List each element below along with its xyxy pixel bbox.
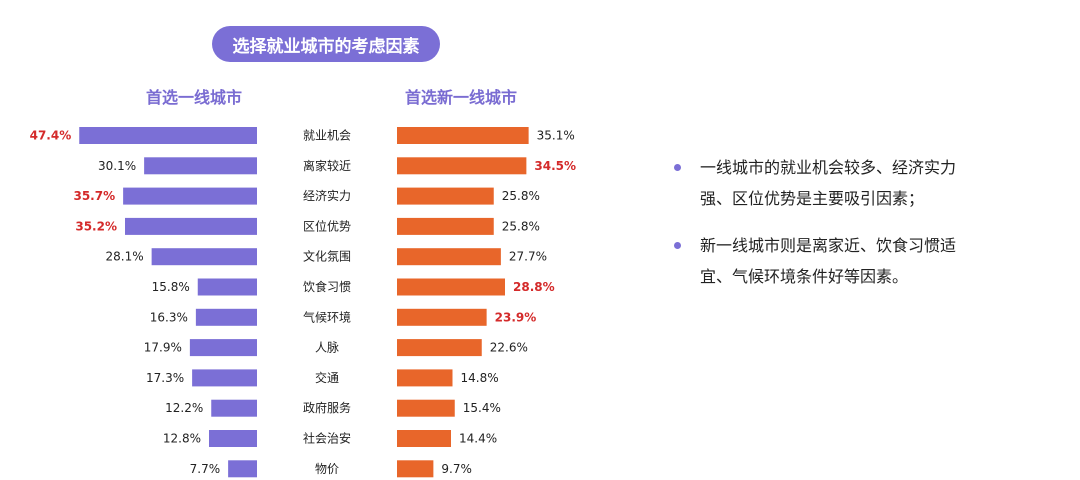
bar-left-0 <box>79 127 257 144</box>
category-label-3: 区位优势 <box>303 218 351 233</box>
bar-left-7 <box>189 339 257 357</box>
bar-left-11 <box>228 460 257 478</box>
bar-right-5 <box>397 278 505 296</box>
category-label-9: 政府服务 <box>303 400 351 415</box>
value-label-right-11: 9.7% <box>441 462 472 476</box>
bar-left-4 <box>151 248 257 266</box>
category-label-8: 交通 <box>315 370 339 385</box>
category-label-1: 离家较近 <box>303 158 351 173</box>
chart-title: 选择就业城市的考虑因素 <box>232 36 420 57</box>
bar-left-5 <box>197 278 257 296</box>
value-label-left-0: 47.4% <box>30 129 72 143</box>
value-label-right-6: 23.9% <box>495 310 537 324</box>
bar-left-9 <box>211 399 257 417</box>
value-label-right-4: 27.7% <box>509 250 547 264</box>
bar-left-10 <box>209 430 257 447</box>
bar-left-3 <box>125 217 257 235</box>
value-label-left-2: 35.7% <box>73 189 115 203</box>
category-label-11: 物价 <box>315 462 339 476</box>
value-label-right-9: 15.4% <box>463 401 501 415</box>
note-text: 新一线城市则是离家近、饮食习惯适宜、气候环境条件好等因素。 <box>700 236 957 286</box>
bar-left-8 <box>192 369 257 387</box>
value-label-right-1: 34.5% <box>534 159 576 173</box>
value-label-right-5: 28.8% <box>513 280 555 294</box>
bar-left-6 <box>195 308 257 326</box>
notes-list: 一线城市的就业机会较多、经济实力强、区位优势是主要吸引因素； 新一线城市则是离家… <box>672 152 972 292</box>
value-label-right-0: 35.1% <box>537 129 575 143</box>
bullet-dot-icon <box>674 242 681 249</box>
category-label-2: 经济实力 <box>303 188 351 203</box>
value-label-left-3: 35.2% <box>75 219 117 233</box>
bar-right-3 <box>397 217 494 235</box>
value-label-left-5: 15.8% <box>152 280 190 294</box>
value-label-left-6: 16.3% <box>150 310 188 324</box>
value-label-left-1: 30.1% <box>98 159 136 173</box>
category-label-10: 社会治安 <box>303 431 351 446</box>
bar-right-11 <box>397 460 434 478</box>
value-label-right-10: 14.4% <box>459 432 497 446</box>
bar-right-0 <box>397 127 529 144</box>
note-text: 一线城市的就业机会较多、经济实力强、区位优势是主要吸引因素； <box>700 158 957 208</box>
value-label-right-7: 22.6% <box>490 341 528 355</box>
bar-right-10 <box>397 430 451 447</box>
category-label-5: 饮食习惯 <box>303 279 351 294</box>
right-group-title: 首选新一线城市 <box>405 88 518 107</box>
bar-right-2 <box>397 187 494 205</box>
value-label-left-4: 28.1% <box>106 250 144 264</box>
bar-right-6 <box>397 308 487 326</box>
value-label-right-2: 25.8% <box>502 189 540 203</box>
note-item: 新一线城市则是离家近、饮食习惯适宜、气候环境条件好等因素。 <box>672 230 972 292</box>
value-label-right-8: 14.8% <box>461 371 499 385</box>
bullet-dot-icon <box>674 164 681 171</box>
value-label-left-7: 17.9% <box>144 341 182 355</box>
value-label-right-3: 25.8% <box>502 219 540 233</box>
chart-title-pill: 选择就业城市的考虑因素 <box>212 26 440 62</box>
value-label-left-11: 7.7% <box>190 462 221 476</box>
left-group-title: 首选一线城市 <box>146 88 243 107</box>
bar-left-2 <box>123 187 257 205</box>
bar-right-7 <box>397 339 482 357</box>
category-label-0: 就业机会 <box>303 129 351 143</box>
category-label-6: 气候环境 <box>303 309 351 324</box>
category-label-7: 人脉 <box>315 340 339 355</box>
note-item: 一线城市的就业机会较多、经济实力强、区位优势是主要吸引因素； <box>672 152 972 214</box>
bar-right-4 <box>397 248 501 266</box>
category-label-4: 文化氛围 <box>303 249 351 264</box>
value-label-left-10: 12.8% <box>163 432 201 446</box>
bar-left-1 <box>144 157 257 175</box>
value-label-left-9: 12.2% <box>165 401 203 415</box>
butterfly-bar-chart: 47.4% 就业机会 35.1% 30.1% 离家较近 34.5% 35.7% 经济实力 25.… <box>30 127 576 478</box>
bar-right-8 <box>397 369 453 387</box>
bar-right-9 <box>397 399 455 417</box>
value-label-left-8: 17.3% <box>146 371 184 385</box>
bar-right-1 <box>397 157 527 175</box>
